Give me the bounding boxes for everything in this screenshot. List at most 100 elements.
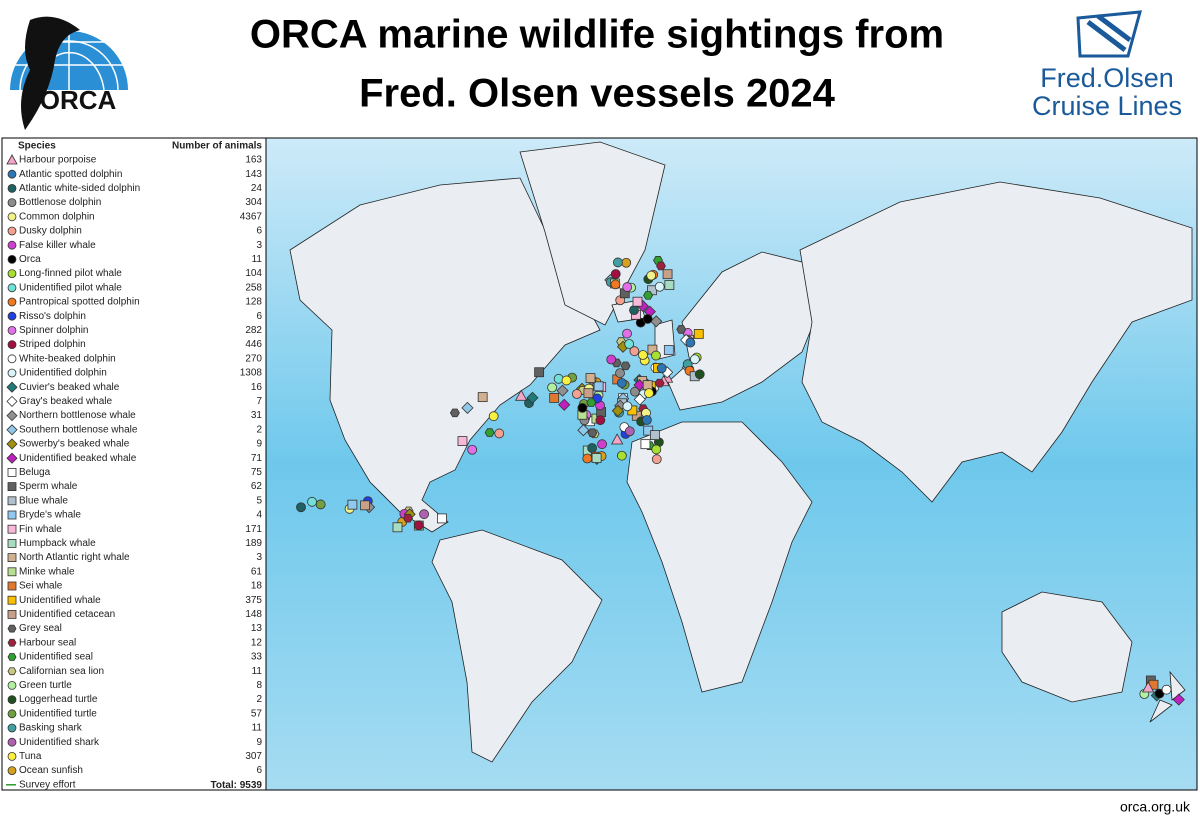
species-name: Unidentified dolphin (19, 368, 107, 379)
species-count: 11 (252, 723, 263, 734)
species-name: Common dolphin (19, 211, 95, 222)
species-count: 4367 (240, 211, 263, 222)
species-count: 189 (245, 538, 262, 549)
species-name: Basking shark (19, 723, 83, 734)
symbol (6, 381, 18, 393)
species-name: Dusky dolphin (19, 226, 82, 237)
symbol (616, 450, 627, 461)
symbol (556, 384, 569, 397)
species-count: 11 (252, 254, 263, 265)
symbol (7, 240, 17, 250)
symbol (693, 329, 704, 339)
species-name: Striped dolphin (19, 339, 86, 350)
species-count: 12 (251, 637, 263, 648)
species-count: 13 (251, 623, 263, 634)
species-name: Unidentified seal (19, 652, 93, 663)
symbol (638, 350, 648, 360)
symbol (587, 443, 597, 453)
symbol (7, 198, 17, 208)
species-count: 270 (245, 353, 262, 364)
species-name: Risso's dolphin (19, 311, 86, 322)
species-count: 7 (256, 396, 262, 407)
symbol (642, 314, 653, 324)
symbol (7, 283, 17, 293)
partner-name: Fred.Olsen (1040, 63, 1174, 93)
symbol (586, 398, 597, 407)
symbol (622, 401, 633, 412)
species-name: Fin whale (19, 524, 62, 535)
symbol (7, 524, 17, 534)
symbol (7, 595, 17, 605)
symbol (642, 380, 653, 391)
species-count: 62 (251, 481, 263, 492)
symbol (1172, 693, 1185, 706)
species-name: Spinner dolphin (19, 325, 89, 336)
species-count: 304 (245, 197, 262, 208)
partner-name: Cruise Lines (1032, 91, 1182, 121)
species-name: Gray's beaked whale (19, 396, 113, 407)
symbol (6, 410, 18, 422)
symbol (7, 368, 17, 378)
symbol (307, 496, 317, 507)
symbol (651, 454, 662, 465)
symbol (360, 500, 370, 511)
symbol (6, 395, 18, 407)
species-count: 375 (245, 595, 262, 606)
symbol (7, 269, 17, 279)
species-name: Californian sea lion (19, 666, 104, 677)
symbol (392, 522, 403, 533)
symbol (656, 363, 667, 374)
symbol (7, 667, 17, 676)
symbol (526, 391, 539, 404)
symbol (616, 378, 627, 388)
symbol (419, 509, 429, 520)
symbol (7, 553, 17, 562)
species-count: 282 (245, 325, 262, 336)
symbol (547, 382, 557, 393)
symbol (7, 723, 17, 733)
symbol (7, 325, 17, 335)
species-count: 104 (245, 268, 262, 279)
symbol (7, 638, 17, 647)
symbol (654, 378, 665, 388)
symbol (621, 257, 632, 268)
species-name: Harbour porpoise (19, 155, 97, 166)
symbol (7, 169, 17, 179)
species-name: Long-finned pilot whale (19, 268, 122, 279)
symbol (7, 539, 17, 548)
species-name: Loggerhead turtle (19, 694, 98, 705)
symbol (654, 281, 665, 292)
total-label: Total: (210, 779, 236, 790)
species-count: 163 (245, 155, 262, 166)
symbol (676, 325, 687, 334)
symbol (583, 388, 594, 399)
symbol (553, 373, 564, 384)
partner-logo: Fred.Olsen Cruise Lines (1032, 10, 1182, 121)
symbol (449, 408, 460, 418)
sightings (296, 256, 1185, 706)
species-name: Orca (19, 254, 41, 265)
species-count: 3 (256, 552, 262, 563)
symbol (663, 345, 674, 355)
symbol (7, 766, 17, 775)
symbol (633, 393, 646, 406)
species-count: 9 (256, 439, 262, 450)
survey-effort-label: Survey effort (19, 779, 76, 790)
species-name: North Atlantic right whale (19, 552, 130, 563)
symbol (7, 354, 17, 364)
species-name: Harbour seal (19, 637, 76, 648)
total-value: 9539 (240, 779, 263, 790)
species-name: Unidentified pilot whale (19, 282, 122, 293)
symbol (477, 392, 488, 403)
symbol (7, 482, 17, 492)
symbol (467, 444, 478, 455)
species-count: 61 (251, 566, 263, 577)
symbol (620, 361, 631, 371)
symbol (572, 389, 582, 399)
species-name: Ocean sunfish (19, 765, 83, 776)
species-name: White-beaked dolphin (19, 353, 116, 364)
species-name: Green turtle (19, 680, 72, 691)
orca-logo-text: ORCA (40, 85, 117, 115)
symbol (7, 212, 17, 222)
land (289, 141, 1193, 763)
